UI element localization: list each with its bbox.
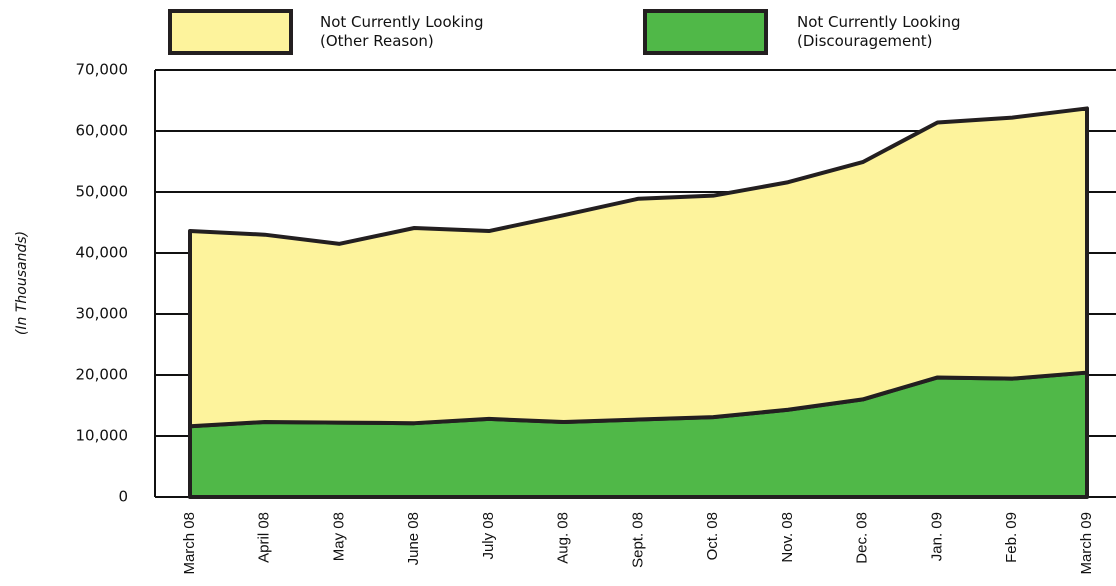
legend-line: (Other Reason) [320,32,434,50]
y-tick-label: 20,000 [76,366,129,384]
x-tick-label: March 08 [181,512,198,575]
legend-line: Not Currently Looking [320,13,484,31]
y-tick-label: 30,000 [76,305,129,323]
legend-label: Not Currently Looking (Other Reason) [320,13,484,50]
y-tick-label: 0 [118,488,128,506]
x-tick-label: July 08 [480,512,497,560]
x-tick-label: Aug. 08 [555,512,572,564]
legend-line: Not Currently Looking [797,13,961,31]
y-tick-label: 40,000 [76,244,129,262]
x-tick-label: April 08 [256,512,273,563]
x-tick-label: June 08 [405,512,422,565]
area [188,106,1089,429]
x-tick-label: Nov. 08 [779,512,796,563]
x-tick-label: May 08 [330,512,347,561]
legend-line: (Discouragement) [797,32,933,50]
x-tick-label: Jan. 09 [928,512,945,561]
y-axis-label: (In Thousands) [14,231,30,335]
y-tick-label: 10,000 [76,427,129,445]
x-tick-label: Dec. 08 [854,512,871,564]
x-tick-label: March 09 [1078,512,1095,575]
x-tick-label: Feb. 09 [1003,512,1020,563]
legend-label: Not Currently Looking (Discouragement) [797,13,961,50]
x-tick-label: Sept. 08 [629,512,646,568]
y-tick-label: 60,000 [76,122,129,140]
x-tick-label: Oct. 08 [704,512,721,560]
y-tick-label: 50,000 [76,183,129,201]
y-tick-label: 70,000 [76,61,129,79]
legend-swatch [168,9,293,55]
legend-swatch [643,9,768,55]
